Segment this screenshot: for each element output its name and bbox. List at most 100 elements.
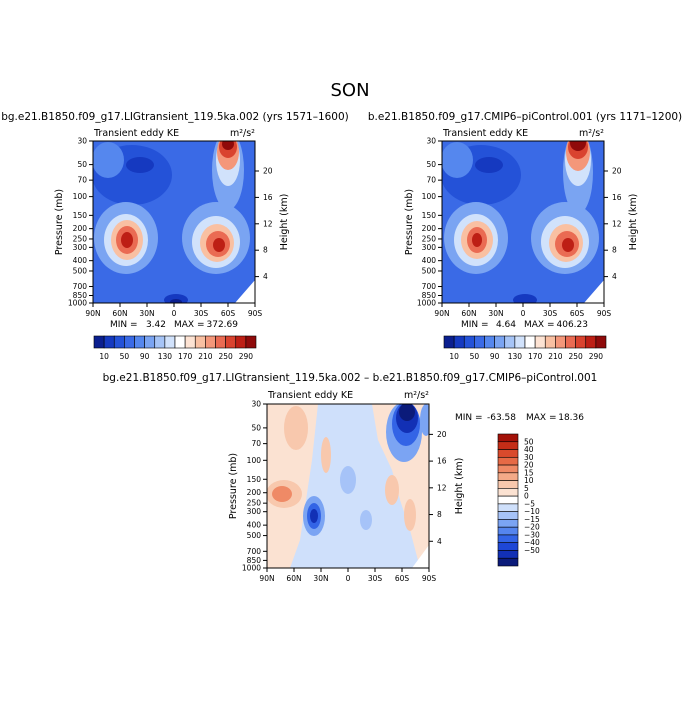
- panel-diff-height-ticks: 20 16 12 8 4: [429, 430, 447, 546]
- y-tick-label: 1000: [68, 299, 87, 308]
- x-tick-label: 30N: [139, 309, 154, 318]
- colorbar-swatch: [453, 335, 465, 349]
- y-tick-label: 200: [73, 224, 88, 233]
- panel-ctrl-units: m²/s²: [579, 128, 604, 139]
- colorbar-swatch: [555, 335, 566, 349]
- colorbar-label: 10: [524, 476, 534, 485]
- colorbar-swatch: [113, 335, 125, 349]
- colorbar-swatch: [585, 335, 597, 349]
- x-tick-label: 30S: [543, 309, 558, 318]
- panel-ctrl-ylabel-right: Height (km): [628, 194, 639, 251]
- colorbar-label: −20: [524, 523, 540, 532]
- colorbar-swatch: [497, 441, 519, 450]
- y-tick-label: 300: [247, 507, 262, 516]
- panel-diff-topography: [412, 545, 429, 568]
- colorbar-label: 10: [99, 352, 109, 361]
- colorbar-swatch: [497, 542, 519, 551]
- y-tick-label: 300: [422, 243, 437, 252]
- colorbar-swatch: [534, 335, 546, 349]
- x-tick-label: 30N: [488, 309, 503, 318]
- height-tick-label: 4: [612, 272, 617, 281]
- panel-diff-contour: [404, 499, 416, 531]
- y-tick-label: 700: [247, 547, 262, 556]
- y-tick-label: 100: [247, 456, 262, 465]
- x-tick-label: 30S: [194, 309, 209, 318]
- colorbar-swatch: [194, 335, 206, 349]
- panel-ctrl-left-string: Transient eddy KE: [442, 128, 528, 139]
- panel-lig-contour: [93, 142, 124, 178]
- colorbar-label: −30: [524, 530, 540, 539]
- y-tick-label: 200: [422, 224, 437, 233]
- colorbar-swatch: [154, 335, 166, 349]
- panel-lig-contour: [121, 232, 133, 248]
- x-tick-label: 90S: [597, 309, 612, 318]
- panel-lig-height-ticks: 20 16 12 8 4: [255, 167, 273, 281]
- panel-ctrl-max-value: 406.23: [557, 320, 589, 330]
- x-tick-label: 90S: [248, 309, 263, 318]
- y-tick-label: 400: [247, 521, 262, 530]
- colorbar-label: 40: [524, 445, 534, 454]
- panel-lig-left-string: Transient eddy KE: [93, 128, 179, 139]
- colorbar-label: 30: [524, 453, 534, 462]
- panel-diff-contour: [321, 437, 331, 473]
- panel-lig-max-label: MAX =: [174, 320, 205, 330]
- x-tick-label: 60N: [461, 309, 476, 318]
- panel-diff-contour: [385, 475, 399, 505]
- colorbar-swatch: [484, 335, 495, 349]
- y-tick-label: 850: [73, 291, 88, 300]
- panel-lig-contour: [213, 238, 225, 252]
- panel-ctrl-colorbar: 10 50 90 130 170 210 250 290: [443, 335, 607, 361]
- colorbar-label: 5: [524, 484, 529, 493]
- y-tick-label: 150: [247, 475, 262, 484]
- panel-ctrl-contour: [562, 238, 574, 252]
- colorbar-swatch: [474, 335, 485, 349]
- panel-lig: bg.e21.B1850.f09_g17.LIGtransient_119.5k…: [1, 111, 349, 361]
- colorbar-label: 50: [470, 352, 480, 361]
- panel-ctrl-x-ticks: 90N 60N 30N 0 30S 60S 90S: [434, 303, 611, 318]
- colorbar-swatch: [497, 433, 519, 443]
- colorbar-swatch: [215, 335, 226, 349]
- panel-lig-topography: [235, 280, 255, 303]
- colorbar-label: 290: [239, 352, 254, 361]
- panel-diff-units: m²/s²: [404, 390, 429, 401]
- colorbar-label: −40: [524, 538, 540, 547]
- panel-ctrl-min-label: MIN =: [461, 320, 489, 330]
- panel-diff-contour: [284, 406, 308, 450]
- panel-lig-contour: [170, 299, 182, 303]
- y-tick-label: 50: [426, 160, 436, 169]
- colorbar-swatch: [174, 335, 186, 349]
- x-tick-label: 30S: [368, 574, 383, 583]
- colorbar-swatch: [245, 335, 257, 349]
- panel-diff-min-label: MIN =: [455, 413, 483, 423]
- colorbar-label: 20: [524, 461, 534, 470]
- y-tick-label: 100: [422, 192, 437, 201]
- y-tick-label: 700: [422, 282, 437, 291]
- colorbar-swatch: [497, 464, 519, 474]
- panel-diff-contour: [272, 486, 292, 502]
- colorbar-swatch: [225, 335, 237, 349]
- panel-ctrl-height-ticks: 20 16 12 8 4: [604, 167, 622, 281]
- panel-ctrl-ylabel: Pressure (mb): [404, 189, 415, 255]
- colorbar-label: 250: [568, 352, 583, 361]
- y-tick-label: 30: [77, 137, 87, 146]
- height-tick-label: 20: [612, 167, 622, 176]
- colorbar-swatch: [565, 335, 576, 349]
- panel-lig-max-value: 372.69: [207, 320, 239, 330]
- colorbar-swatch: [575, 335, 587, 349]
- colorbar-label: 290: [589, 352, 604, 361]
- colorbar-label: 170: [528, 352, 543, 361]
- y-tick-label: 500: [422, 266, 437, 275]
- x-tick-label: 90N: [259, 574, 274, 583]
- panel-lig-contour: [164, 294, 188, 303]
- x-tick-label: 60S: [221, 309, 236, 318]
- panel-ctrl-contour: [472, 233, 482, 247]
- colorbar-swatch: [497, 557, 519, 567]
- panel-lig-min-label: MIN =: [110, 320, 138, 330]
- y-tick-label: 100: [73, 192, 88, 201]
- x-tick-label: 90N: [434, 309, 449, 318]
- x-tick-label: 60S: [395, 574, 410, 583]
- panel-lig-x-ticks: 90N 60N 30N 0 30S 60S 90S: [85, 303, 262, 318]
